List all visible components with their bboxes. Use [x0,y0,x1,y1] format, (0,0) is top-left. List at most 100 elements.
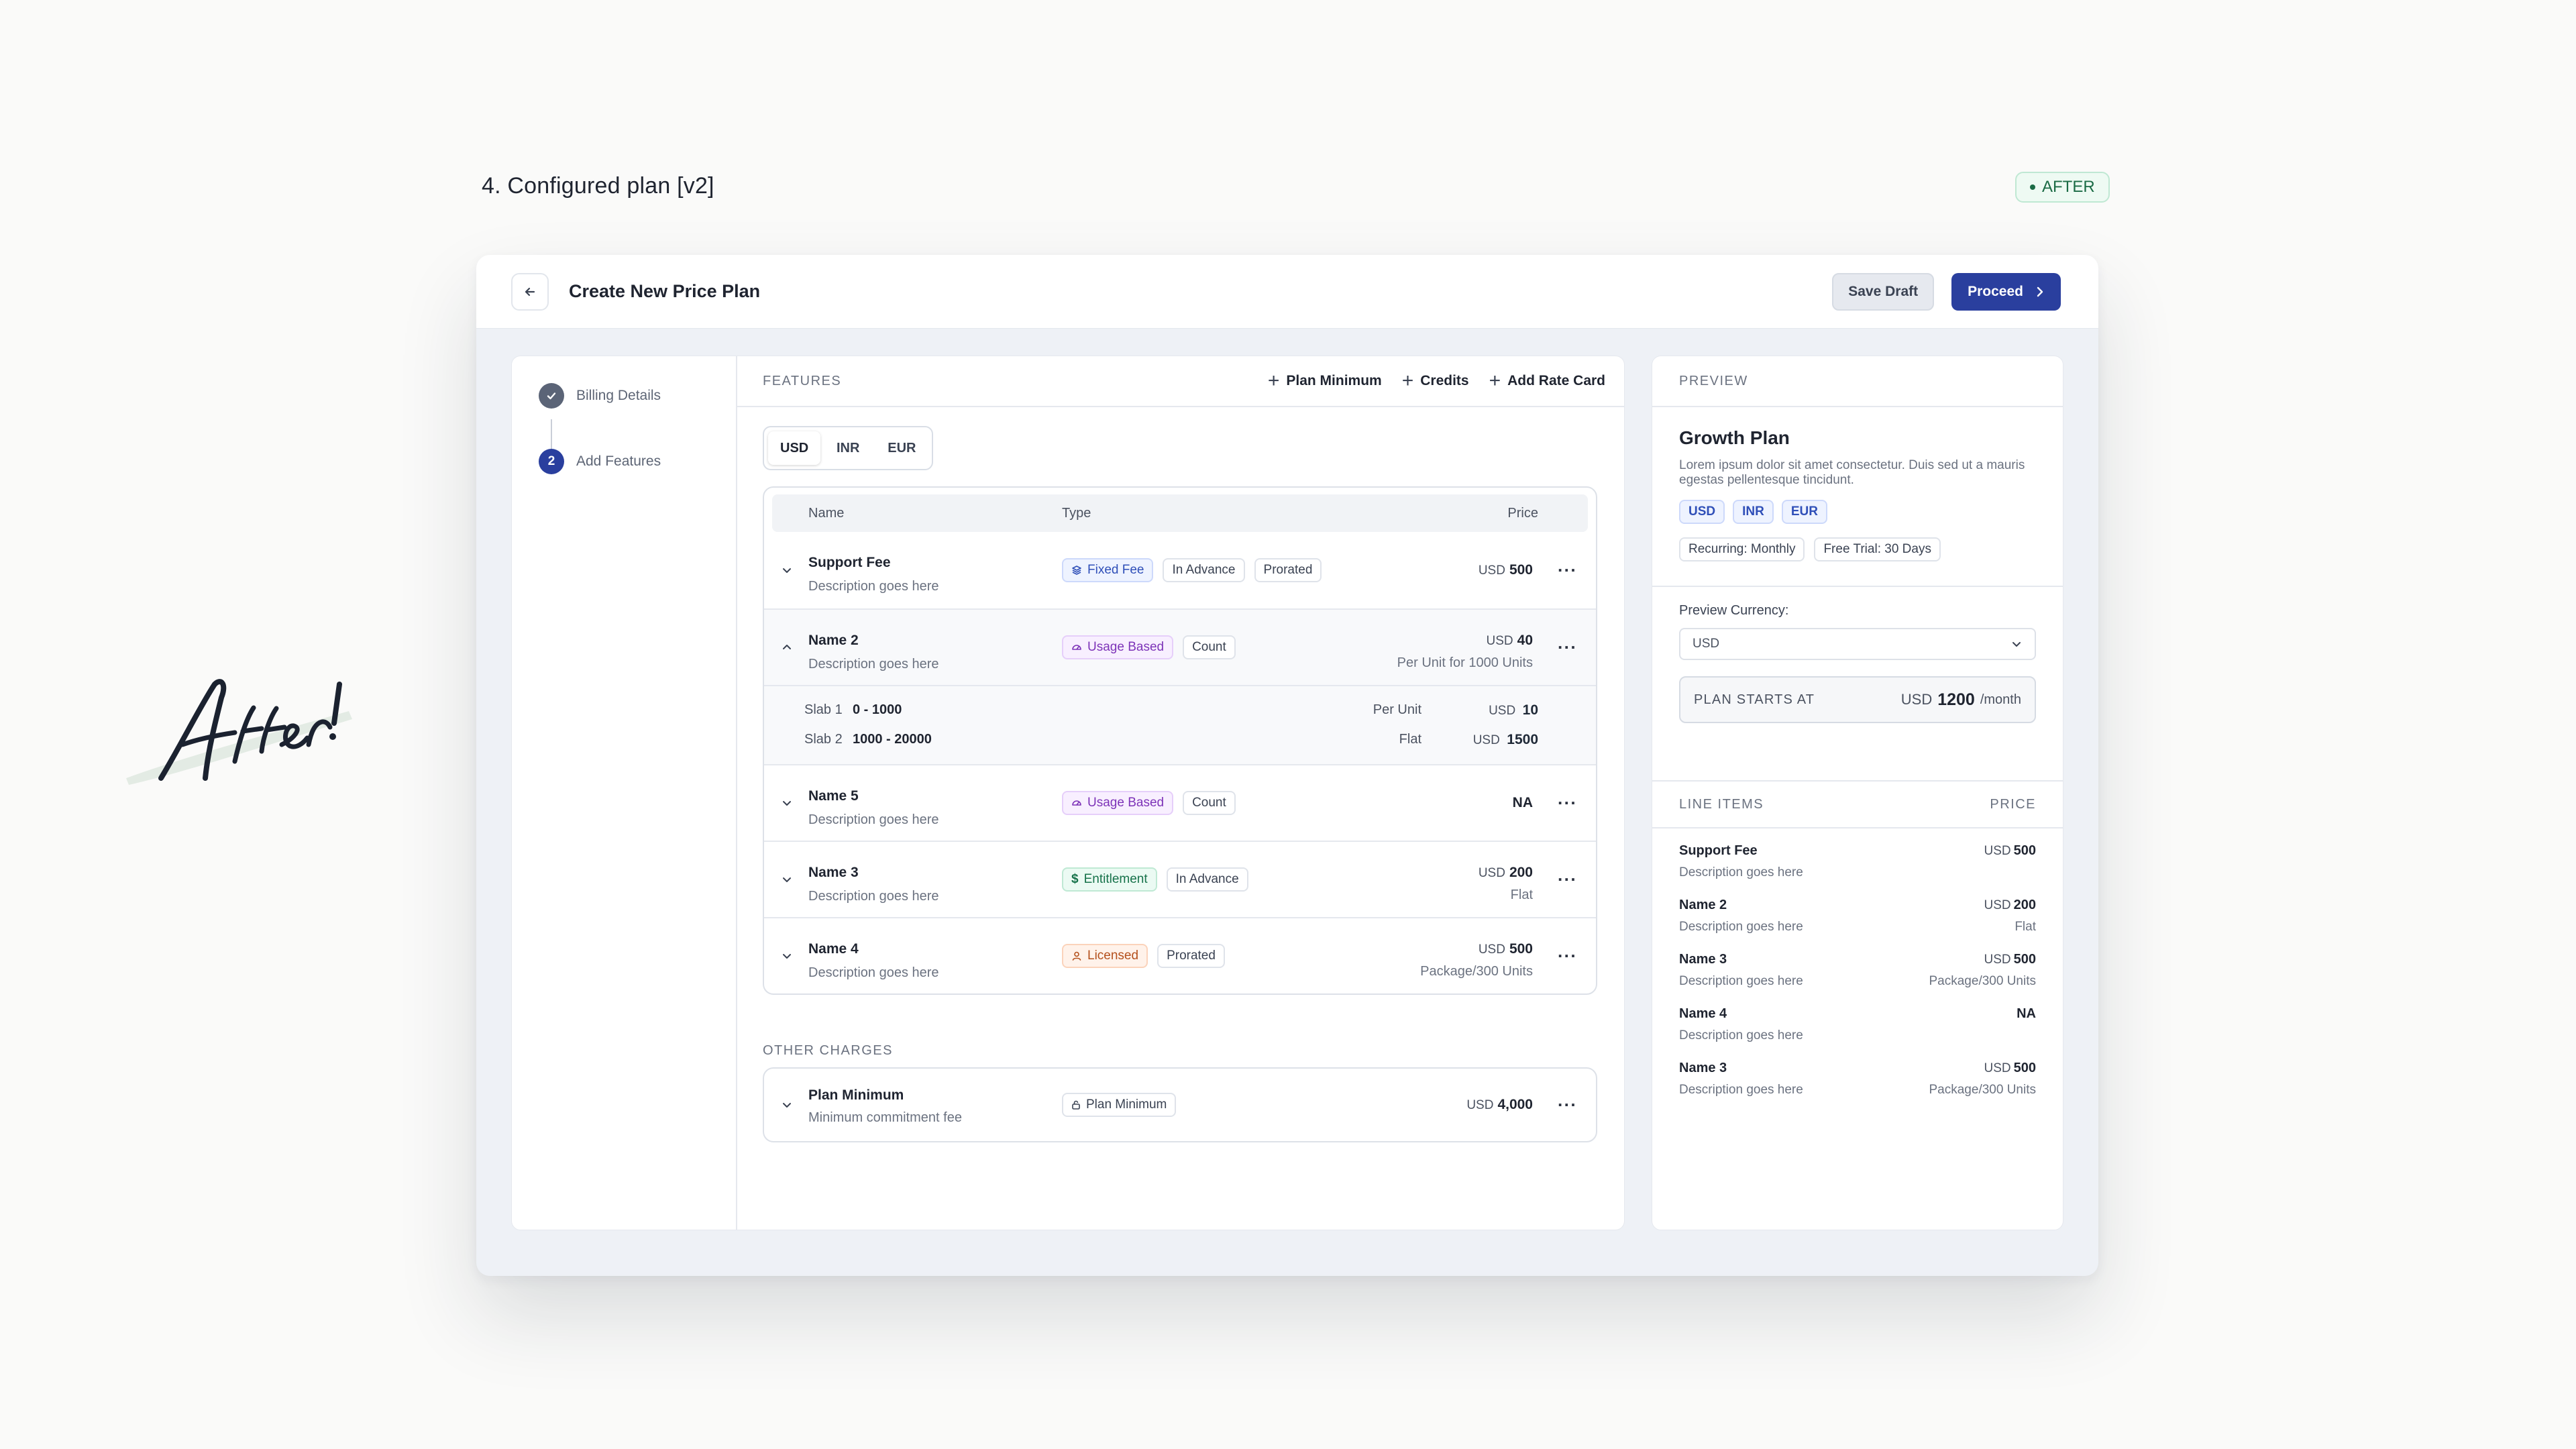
row-description: Description goes here [808,889,939,904]
price-amount: 200 [2013,898,2036,912]
preview-label: PREVIEW [1679,373,1748,388]
price-subtext: Package/300 Units [1929,1083,2037,1097]
action-label: Plan Minimum [1286,373,1382,388]
preview-currency-select[interactable]: USD [1679,628,2036,660]
tag-in-advance: In Advance [1166,867,1248,892]
after-badge: AFTER [2015,172,2110,203]
tag-prorated: Prorated [1254,558,1322,582]
chevron-down-icon[interactable] [780,949,794,963]
column-name: Name [808,505,845,521]
step-connector [551,419,552,449]
row-price: USD 40 Per Unit for 1000 Units [1397,633,1533,671]
chevron-down-icon[interactable] [780,1098,794,1112]
table-row[interactable]: Plan Minimum Minimum commitment fee Plan… [764,1069,1596,1141]
line-item-name: Name 4 [1679,1006,1727,1021]
row-name: Name 5 [808,788,859,804]
more-icon[interactable]: ··· [1558,637,1577,657]
chevron-down-icon[interactable] [780,564,794,577]
price-amount: 500 [2013,843,2036,858]
chevron-down-icon[interactable] [780,873,794,886]
list-item: Name 3 Description goes here USD 500 Packa… [1679,1061,2036,1115]
currency-chip: EUR [1781,500,1827,524]
price-subtext: Package/300 Units [1420,964,1533,979]
price-amount: 200 [1509,865,1533,880]
price-currency: USD [1984,898,2011,912]
line-item-price: USD 500 [1984,843,2037,859]
table-row[interactable]: Name 2 Description goes here Usage Based… [764,608,1596,685]
more-icon[interactable]: ··· [1558,869,1577,890]
add-rate-card-button[interactable]: + Add Rate Card [1489,371,1605,391]
plan-starts-period: /month [1980,692,2021,707]
main-panel: Billing Details 2 Add Features FEATURES … [511,356,1625,1230]
step-billing-details[interactable]: Billing Details [539,383,661,409]
line-items-label: LINE ITEMS [1679,796,1764,812]
tag-in-advance: In Advance [1163,558,1245,582]
plus-icon: + [1267,370,1280,392]
row-description: Description goes here [808,965,939,980]
price-amount: 500 [2013,1061,2036,1075]
chevron-down-icon [2012,642,2021,647]
save-draft-button[interactable]: Save Draft [1832,272,1935,311]
add-plan-minimum-button[interactable]: + Plan Minimum [1268,371,1382,391]
row-description: Description goes here [808,579,939,594]
back-arrow-icon [525,287,535,296]
select-value: USD [1693,637,1720,651]
proceed-button[interactable]: Proceed [1951,272,2061,311]
tag-label: Fixed Fee [1087,563,1144,577]
back-button[interactable] [511,272,549,311]
line-item-price: USD 500 Package/300 Units [1929,952,2037,989]
more-icon[interactable]: ··· [1558,1094,1577,1115]
more-icon[interactable]: ··· [1558,559,1577,580]
line-item-name: Name 3 [1679,1061,1727,1075]
row-name: Plan Minimum [808,1087,904,1103]
tab-eur[interactable]: EUR [888,440,916,455]
plan-terms: Recurring: Monthly Free Trial: 30 Days [1679,537,2036,561]
recurring-chip: Recurring: Monthly [1679,537,1805,561]
plus-icon: + [1489,370,1501,392]
row-price: USD 4,000 [1466,1097,1533,1113]
row-description: Description goes here [808,812,939,827]
price-currency: USD [1984,844,2011,858]
preview-header: PREVIEW [1652,356,2063,407]
tag-label: Usage Based [1087,796,1165,810]
tab-inr[interactable]: INR [837,440,860,455]
slab-price: USD 1500 [1473,732,1538,748]
gauge-icon [1072,645,1081,650]
tag-licensed: Licensed [1062,944,1148,968]
price-currency: USD [1486,634,1513,648]
chevron-right-icon [2037,286,2043,297]
chevron-down-icon[interactable] [780,796,794,810]
table-row[interactable]: Name 5 Description goes here Usage Based… [764,764,1596,841]
price-amount: 10 [1522,702,1538,718]
price-amount: 500 [1509,941,1533,957]
price-subtext: Package/300 Units [1929,974,2037,988]
tab-usd[interactable]: USD [768,431,821,465]
row-tags: $ Entitlement In Advance [1062,867,1248,892]
tag-label: Usage Based [1087,640,1165,654]
plus-icon: + [1401,370,1414,392]
price-label: PRICE [1990,796,2036,812]
tag-label: Plan Minimum [1086,1097,1167,1112]
chevron-up-icon[interactable] [780,641,794,654]
more-icon[interactable]: ··· [1558,792,1577,813]
table-row[interactable]: Support Fee Description goes here Fixed … [764,532,1596,608]
price-amount: 500 [2013,952,2036,967]
tag-label: Entitlement [1083,872,1148,886]
more-icon[interactable]: ··· [1558,945,1577,966]
price-plan-window: Create New Price Plan Save Draft Proceed… [476,255,2098,1276]
table-row[interactable]: Name 3 Description goes here $ Entitleme… [764,841,1596,917]
currency-chip: USD [1679,500,1725,524]
tag-count: Count [1183,635,1236,659]
add-credits-button[interactable]: + Credits [1402,371,1469,391]
tag-prorated: Prorated [1157,944,1225,968]
plan-currencies: USD INR EUR [1679,500,2036,524]
lock-icon [1072,1100,1080,1110]
line-item-desc: Description goes here [1679,974,1803,988]
step-label: Add Features [576,453,661,469]
tag-usage-based: Usage Based [1062,635,1174,659]
price-currency: USD [1489,704,1516,718]
table-row[interactable]: Name 4 Description goes here Licensed Pr… [764,917,1596,994]
step-add-features[interactable]: 2 Add Features [539,449,661,474]
price-amount: 1500 [1507,732,1538,747]
table-header: Name Type Price [772,494,1588,532]
